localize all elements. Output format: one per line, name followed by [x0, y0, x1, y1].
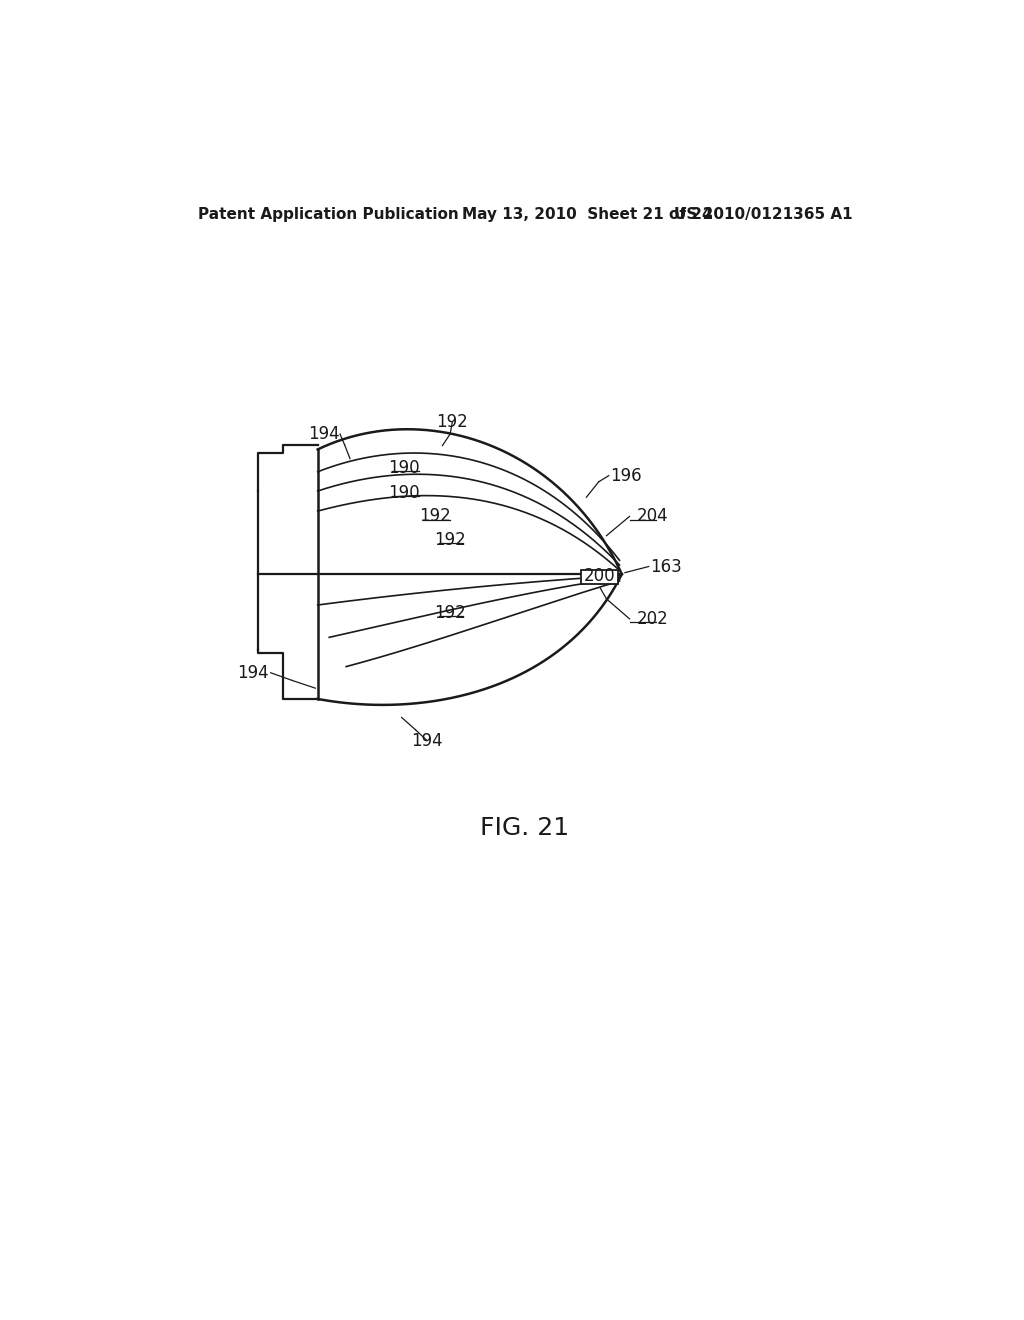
- Text: US 2010/0121365 A1: US 2010/0121365 A1: [674, 207, 853, 222]
- Text: 192: 192: [434, 532, 466, 549]
- Text: 202: 202: [637, 610, 669, 628]
- Text: 194: 194: [412, 731, 442, 750]
- Text: 194: 194: [238, 664, 269, 681]
- Text: 190: 190: [388, 459, 420, 477]
- Text: FIG. 21: FIG. 21: [480, 816, 569, 841]
- Text: 163: 163: [650, 557, 682, 576]
- Text: 196: 196: [610, 467, 642, 484]
- Text: Patent Application Publication: Patent Application Publication: [199, 207, 459, 222]
- Text: 204: 204: [637, 507, 669, 525]
- Text: 194: 194: [308, 425, 340, 444]
- Text: 192: 192: [419, 507, 451, 525]
- Text: 192: 192: [436, 413, 468, 430]
- Text: May 13, 2010  Sheet 21 of 24: May 13, 2010 Sheet 21 of 24: [462, 207, 713, 222]
- Text: 200: 200: [584, 566, 615, 585]
- Text: 190: 190: [388, 484, 420, 503]
- Text: 192: 192: [434, 603, 466, 622]
- Bar: [581, 570, 617, 585]
